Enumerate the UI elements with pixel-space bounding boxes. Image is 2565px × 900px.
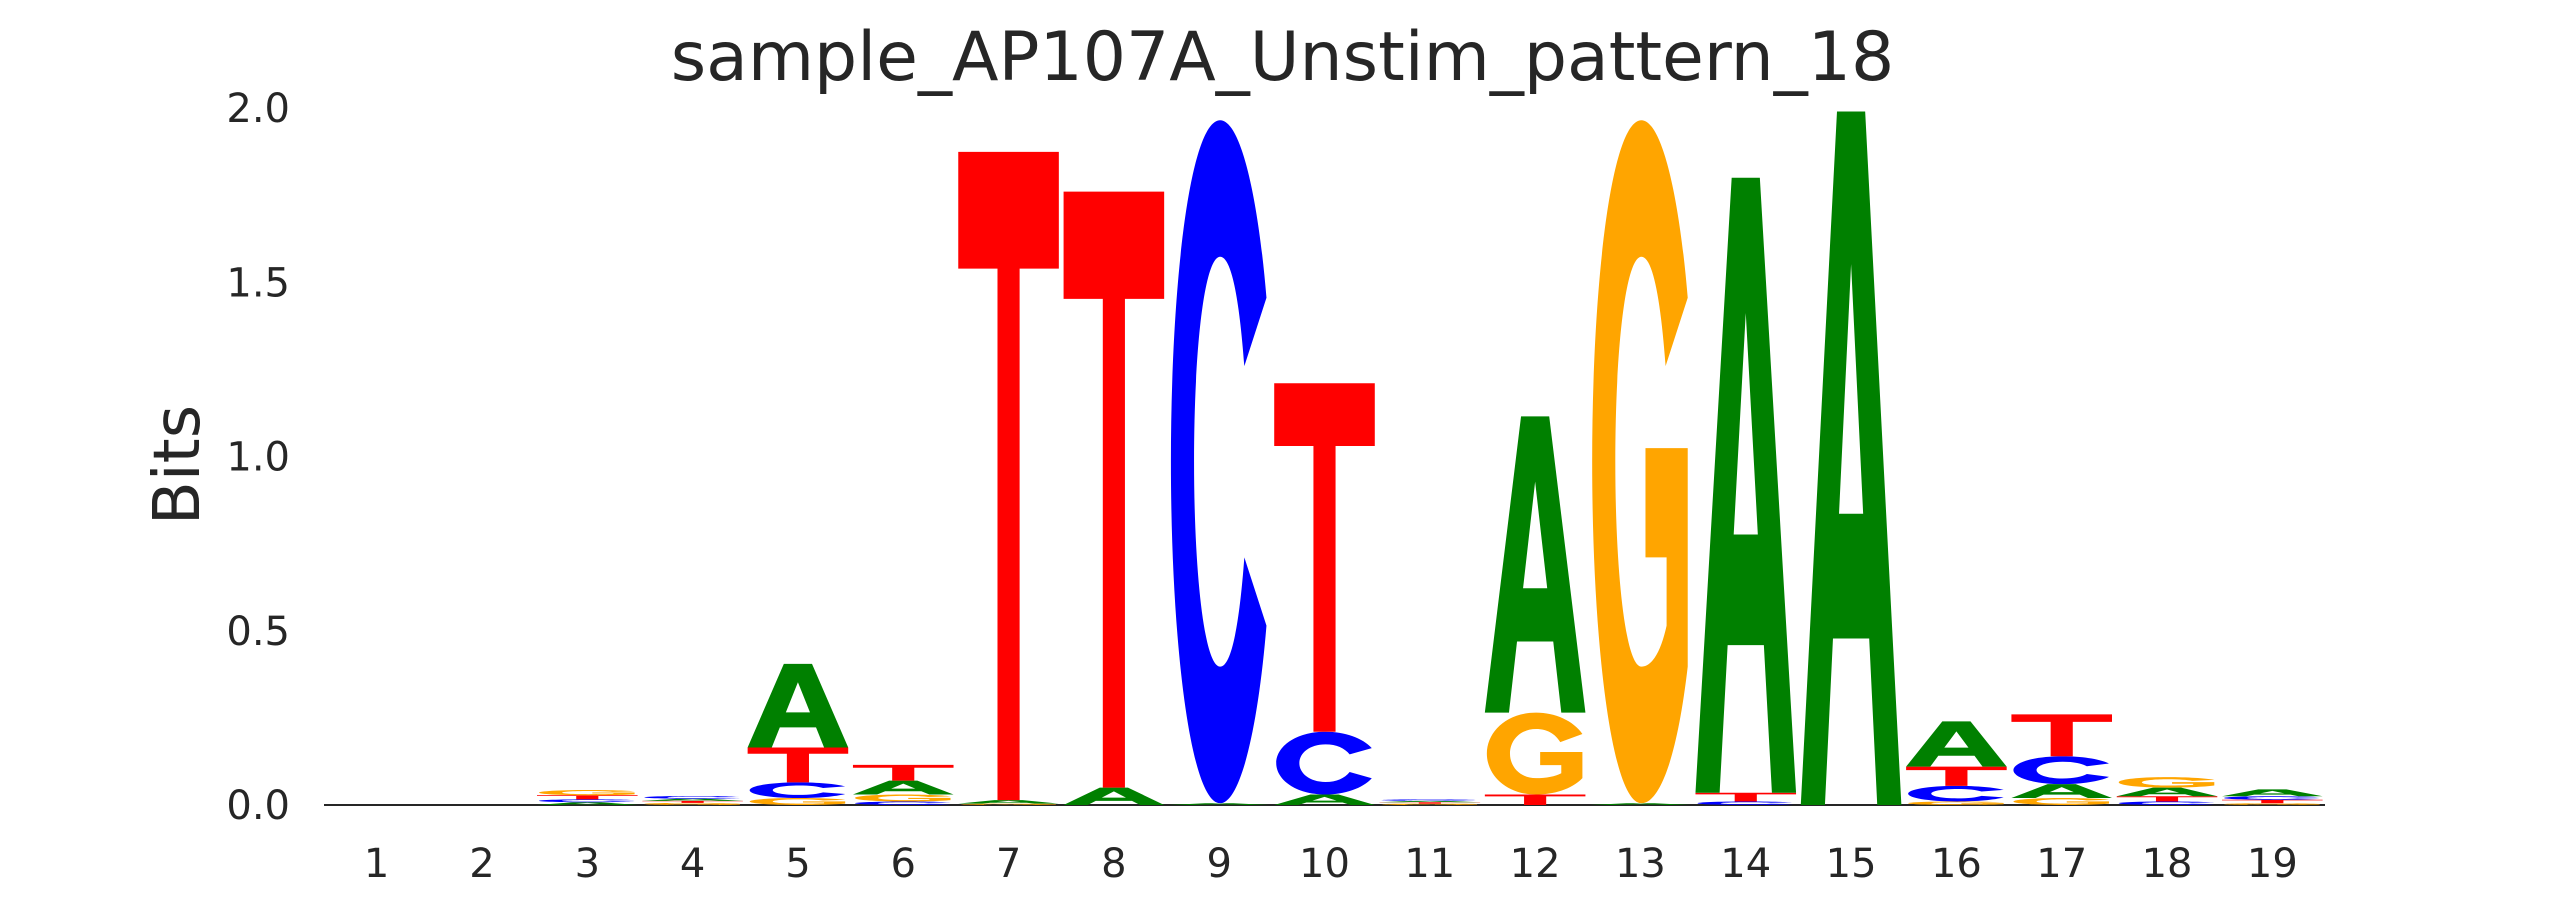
logo-letter-g [2224, 803, 2320, 806]
logo-letter-t [537, 795, 638, 800]
logo-letter-c [2013, 756, 2109, 785]
logo-letter-a [1484, 416, 1586, 713]
logo-letter-a [958, 800, 1059, 804]
chart-title: sample_AP107A_Unstim_pattern_18 [670, 18, 1895, 97]
logo-letter-c [2118, 801, 2215, 805]
logo-letter-c [854, 801, 951, 805]
x-tick-label: 13 [1615, 841, 1666, 887]
x-tick-label: 3 [575, 841, 600, 887]
y-tick-label: 2.0 [226, 86, 290, 132]
logo-letter-g [749, 798, 846, 805]
logo-letter-c [644, 795, 740, 799]
logo-letter-a [1906, 721, 2007, 767]
x-tick-label: 15 [1826, 841, 1877, 887]
logo-letter-c [2224, 796, 2320, 800]
x-tick-label: 10 [1299, 841, 1350, 887]
logo-letter-t [1274, 383, 1375, 732]
logo-letter-c [1381, 799, 1478, 801]
x-tick-label: 6 [891, 841, 916, 887]
x-tick-label: 1 [364, 841, 389, 887]
logo-letter-g [1592, 120, 1688, 804]
logo-letter-c [1908, 785, 2004, 802]
logo-letter-t [2011, 714, 2112, 757]
logo-letter-g [644, 802, 740, 806]
logo-letter-t [2222, 799, 2323, 804]
logo-letter-g [960, 803, 1056, 806]
logo-letter-a [1379, 800, 1481, 803]
logo-letter-t [958, 151, 1059, 801]
x-tick-label: 14 [1720, 841, 1771, 887]
logo-letter-g [2013, 798, 2109, 805]
logo-letter-c [539, 799, 635, 803]
logo-letter-a [747, 663, 849, 748]
logo-letter-a [1695, 177, 1797, 793]
logo-letter-c [749, 782, 846, 799]
x-tick-label: 12 [1510, 841, 1561, 887]
x-tick-label: 7 [996, 841, 1021, 887]
y-tick-label: 0.5 [226, 609, 290, 655]
logo-letter-g [1381, 803, 1478, 806]
x-tick-label: 16 [1931, 841, 1982, 887]
logo-letter-a [2011, 784, 2112, 799]
logo-letter-a [537, 802, 638, 805]
logo-letter-a [1590, 803, 1691, 806]
x-tick-label: 4 [680, 841, 705, 887]
x-tick-label: 17 [2036, 841, 2087, 887]
logo-letter-g [854, 794, 951, 802]
logo-letter-t [852, 764, 954, 781]
y-tick-label: 0.0 [226, 783, 290, 829]
logo-letter-g [1908, 801, 2004, 805]
logo-letter-t [1906, 766, 2007, 786]
logo-letter-a [1274, 794, 1375, 805]
logo-letter-a [1168, 803, 1270, 806]
logo-letter-g [1486, 712, 1583, 795]
logo-letter-t [1695, 792, 1797, 802]
x-tick-label: 18 [2142, 841, 2193, 887]
logo-letter-c [1276, 731, 1372, 795]
logo-letter-a [852, 780, 954, 795]
y-tick-label: 1.0 [226, 435, 290, 481]
x-tick-label: 5 [785, 841, 810, 887]
logo-letter-g [2118, 777, 2215, 788]
logo-letter-c [1170, 120, 1267, 804]
logo-letter-t [642, 800, 743, 803]
x-tick-label: 2 [469, 841, 494, 887]
logo-letter-t [747, 747, 849, 783]
x-tick-label: 9 [1206, 841, 1231, 887]
logo-letter-t [2116, 796, 2218, 802]
x-tick-label: 11 [1404, 841, 1455, 887]
logo-letter-t [1063, 191, 1165, 788]
logo-letter-a [1063, 787, 1165, 806]
logo-letter-g [539, 790, 635, 796]
logo-letter-a [2222, 789, 2323, 797]
x-tick-label: 8 [1101, 841, 1126, 887]
y-tick-label: 1.5 [226, 260, 290, 306]
logo-letter-a [642, 798, 743, 801]
x-tick-label: 19 [2247, 841, 2298, 887]
logo-letter-a [2116, 787, 2218, 797]
logo-letter-c [1697, 801, 1794, 805]
logo-letter-t [1379, 802, 1481, 804]
logo-letter-t [1484, 794, 1586, 805]
logo-letter-a [1800, 111, 1902, 806]
